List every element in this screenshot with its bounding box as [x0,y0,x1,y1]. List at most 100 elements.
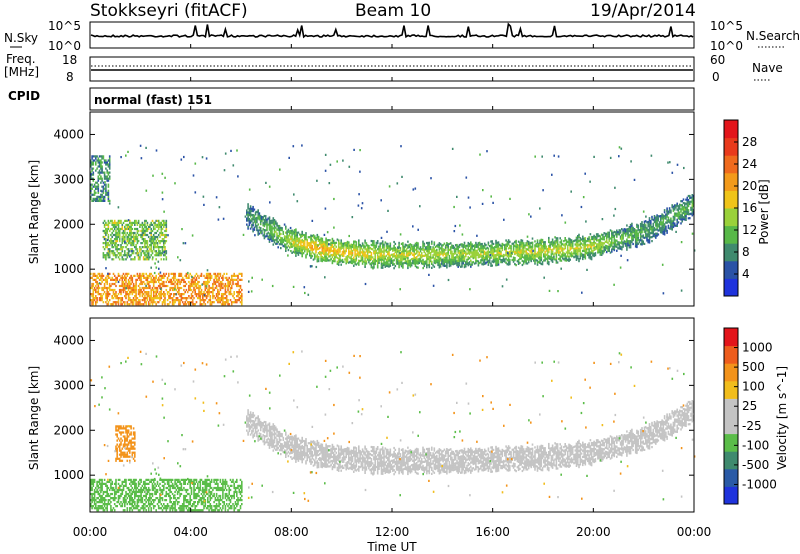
power-cell [680,210,682,213]
power-cell [683,204,686,207]
power-cell [107,171,110,174]
power-cell [126,223,129,226]
power-cell [487,241,490,244]
power-cell [470,249,472,252]
power-cell [487,243,490,246]
power-cell [285,243,287,246]
power-cell [190,288,193,292]
power-cell [488,257,491,260]
power-cell [215,278,218,281]
power-cell [361,258,364,261]
power-cell [239,295,242,298]
power-cell [236,299,238,302]
power-cell [118,254,121,257]
power-cell [149,303,151,306]
power-cell [354,240,356,243]
power-cell [423,242,426,245]
power-cell [140,235,142,239]
power-cell [682,198,685,201]
power-cell [348,249,350,252]
power-cell [595,245,598,248]
power-cell [117,280,120,283]
power-cell [139,258,141,261]
power-cell [107,191,110,194]
power-cell [125,223,127,226]
power-cell [428,249,431,252]
power-cell [626,244,628,247]
power-cell [526,262,529,265]
power-cell [146,252,149,255]
power-cell [136,235,139,239]
power-cell [292,244,295,247]
power-cell [410,264,413,267]
power-cell [525,250,527,253]
power-cell [127,227,130,231]
power-cell [410,248,413,251]
power-cell [524,258,526,261]
power-cell [165,280,168,284]
power-cell [565,241,568,244]
power-cell [113,278,116,281]
power-cell [137,252,140,255]
power-cell [95,278,97,281]
power-cell [657,229,660,232]
power-cell [135,227,137,231]
power-cell [517,258,520,261]
power-cell [222,278,224,281]
power-cell [540,244,543,247]
power-cell [315,243,317,246]
power-cell [179,299,181,302]
power-cell [617,231,619,234]
power-cell [535,253,538,256]
power-cell [236,284,238,288]
power-cell [477,246,480,249]
power-cell [127,240,130,243]
power-cell [522,256,525,259]
power-cell [108,256,111,259]
power-cell [436,244,438,247]
power-cell [373,246,375,249]
power-cell [565,251,568,254]
power-cell [139,291,141,294]
power-cell [524,250,526,253]
power-cell [127,252,130,255]
power-cell [141,280,144,284]
power-cell [142,238,145,241]
power-cell [428,259,431,263]
power-cell [588,236,590,239]
power-cell [202,297,204,300]
power-cell [685,198,687,201]
power-cell [348,234,350,238]
power-cell [413,262,415,265]
power-cell [378,255,380,258]
power-cell [644,220,647,223]
power-cell [91,169,93,172]
power-cell [125,297,127,300]
power-cell [314,253,316,256]
power-cell [430,177,432,180]
power-cell [336,250,339,253]
power-cell [337,253,340,256]
power-cell [368,257,370,260]
power-cell [541,247,544,250]
power-cell [126,303,129,306]
power-cell [131,252,134,255]
power-cell [165,272,168,275]
power-cell [388,259,390,262]
power-cell [389,244,392,247]
power-cell [402,252,404,255]
power-cell [105,246,107,249]
power-cell [346,240,349,243]
power-cell [441,244,443,247]
power-cell [168,297,170,300]
power-cell [225,301,228,304]
power-cell [439,253,442,256]
power-cell [341,254,344,257]
power-cell [161,191,164,194]
power-cell [310,256,312,259]
power-cell [132,284,135,288]
power-cell [611,240,613,243]
power-cell [458,250,461,253]
power-cell [529,256,531,259]
power-cell [568,249,570,252]
